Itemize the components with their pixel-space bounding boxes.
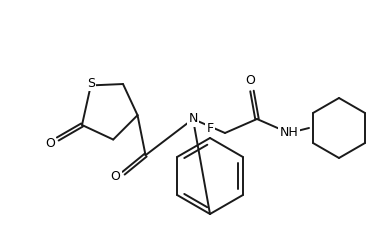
Text: O: O [245,74,255,88]
Text: S: S [87,77,95,90]
Text: O: O [45,137,55,150]
Text: O: O [111,170,120,183]
Text: N: N [188,113,198,125]
Text: NH: NH [279,127,298,139]
Text: F: F [207,122,214,134]
